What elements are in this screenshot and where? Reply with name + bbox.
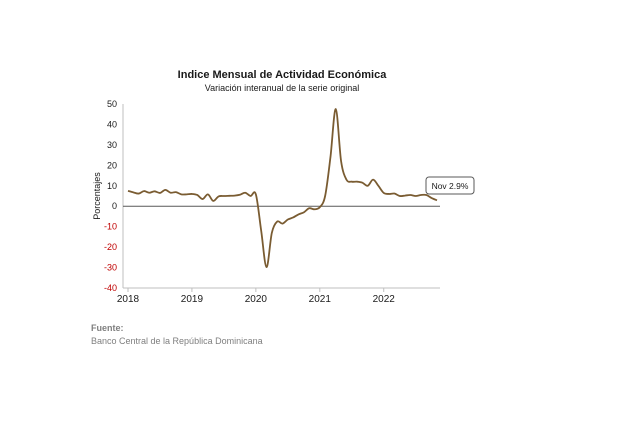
y-tick-label: -20 <box>104 242 117 252</box>
x-tick-label: 2019 <box>181 294 204 305</box>
y-ticks: 50 40 30 20 10 0 -10 -20 -30 -40 <box>104 99 117 293</box>
chart-subtitle: Variación interanual de la serie origina… <box>205 83 359 93</box>
y-tick-label: 20 <box>107 160 117 170</box>
y-axis-label: Porcentajes <box>92 172 102 220</box>
y-tick-label: 10 <box>107 181 117 191</box>
x-ticks: 2018 2019 2020 2021 2022 <box>117 288 395 305</box>
y-tick-label: 0 <box>112 201 117 211</box>
chart-title: Indice Mensual de Actividad Económica <box>178 69 388 81</box>
source-text: Banco Central de la República Dominicana <box>91 336 263 346</box>
annotation-callout: Nov 2.9% <box>426 177 474 194</box>
y-tick-label: 50 <box>107 99 117 109</box>
x-tick-label: 2018 <box>117 294 140 305</box>
x-tick-label: 2020 <box>245 294 268 305</box>
x-tick-label: 2021 <box>309 294 332 305</box>
y-tick-label: 40 <box>107 119 117 129</box>
y-tick-label: -40 <box>104 283 117 293</box>
callout-text: Nov 2.9% <box>432 181 469 191</box>
y-tick-label: 30 <box>107 140 117 150</box>
x-tick-label: 2022 <box>373 294 396 305</box>
series-line <box>128 109 437 267</box>
y-tick-label: -30 <box>104 263 117 273</box>
y-tick-label: -10 <box>104 222 117 232</box>
source-label: Fuente: <box>91 323 124 333</box>
chart: Indice Mensual de Actividad Económica Va… <box>0 0 640 424</box>
